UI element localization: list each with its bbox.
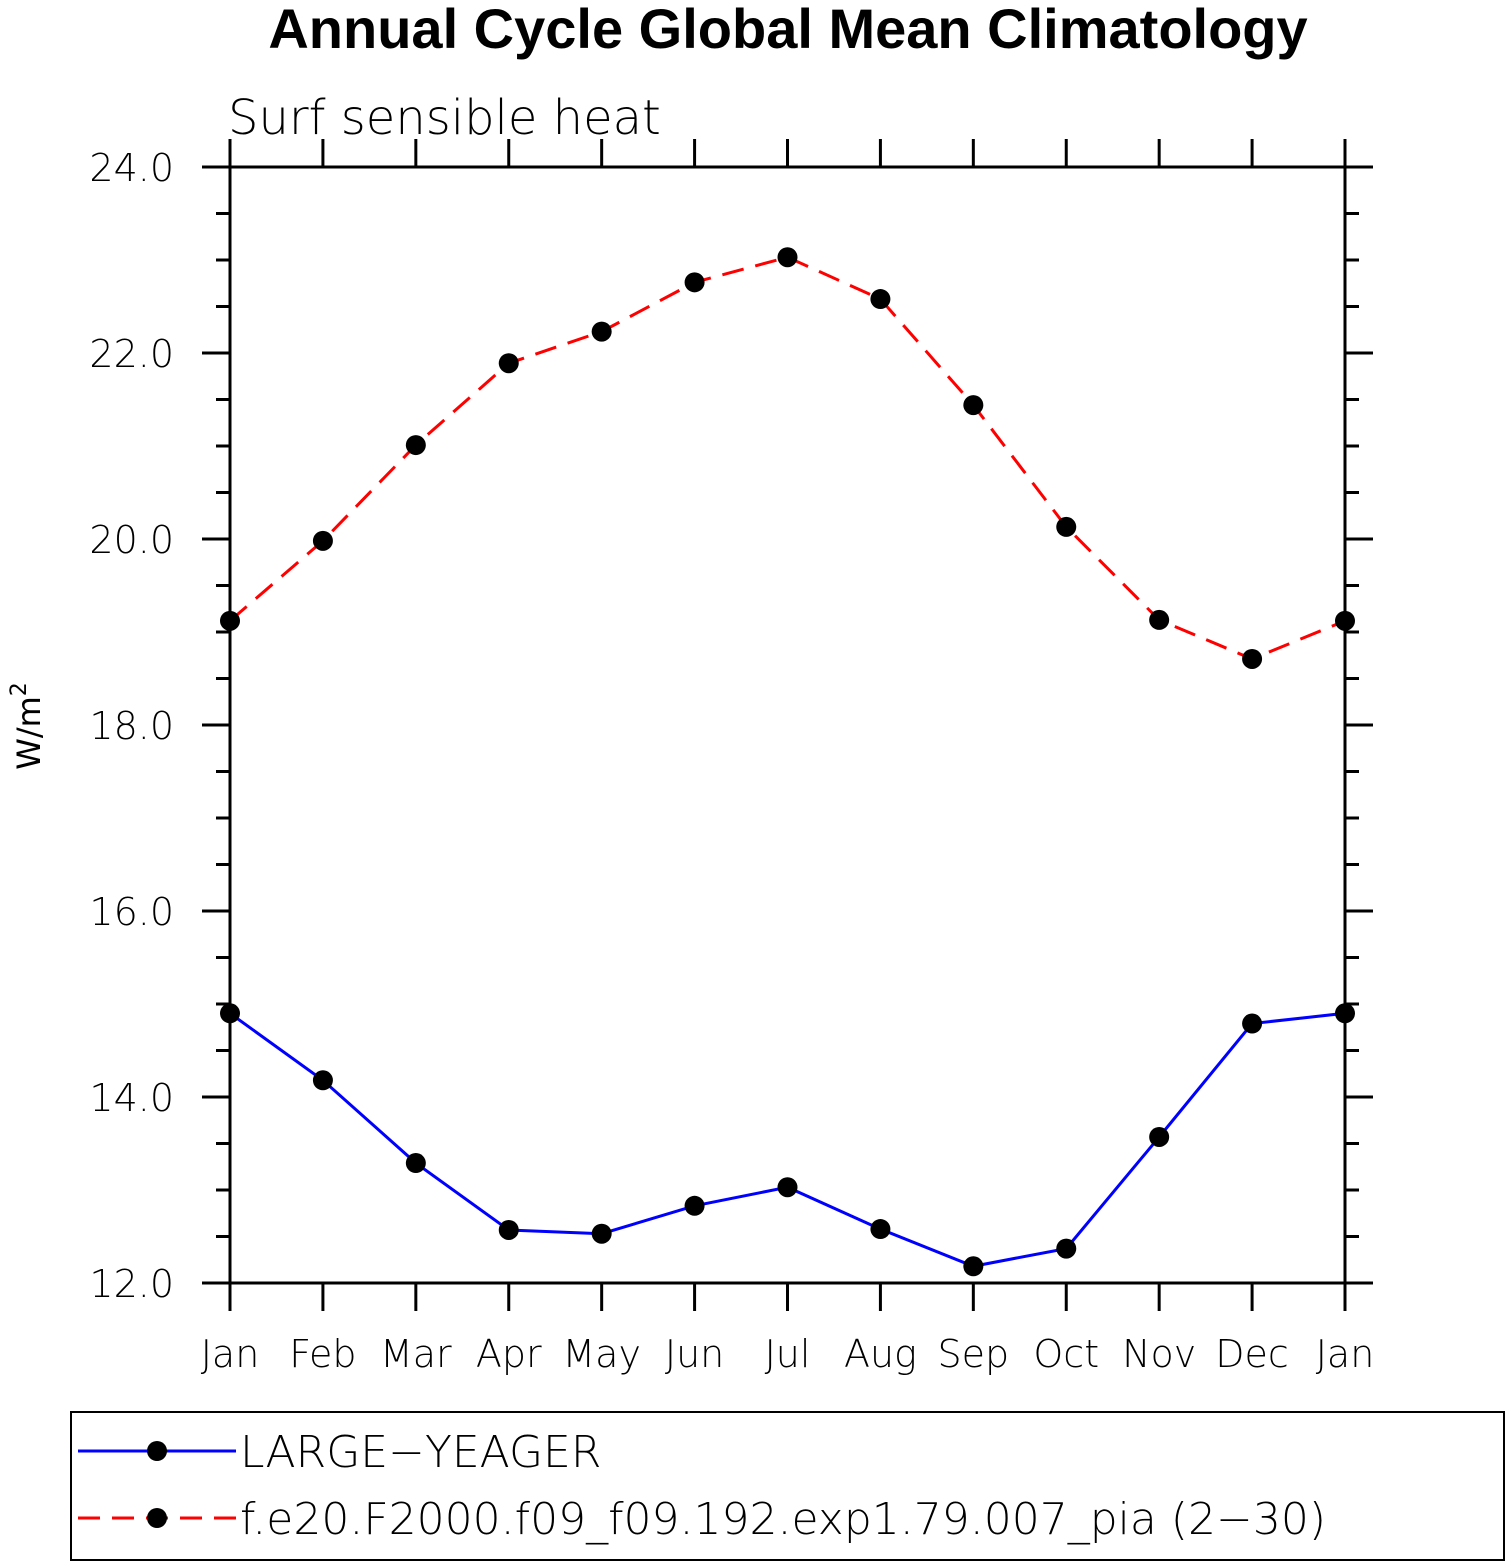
series-0-point (312, 1070, 333, 1091)
series-1-point (591, 321, 612, 342)
series-1-point (1056, 516, 1077, 537)
x-axis-ticks: Jan Feb Mar Apr May Jun Jul Aug Sep Oct Nov Dec Jan (201, 139, 1375, 1376)
x-tick-label: Jun (665, 1332, 724, 1376)
series-0-point (498, 1219, 519, 1240)
series-line-0 (229, 1011, 1346, 1268)
series-0-point (963, 1256, 984, 1277)
series-1-point (498, 353, 519, 374)
series-1-point (870, 289, 891, 310)
y-axis-label-sup: 2 (7, 682, 32, 696)
x-tick-label: Sep (938, 1332, 1010, 1376)
series-0-point (1242, 1013, 1263, 1034)
y-axis-label-base: W/m (10, 696, 48, 770)
x-tick-label: Aug (844, 1332, 917, 1376)
series-1-point (684, 272, 705, 293)
series-1-point (1242, 648, 1263, 669)
series-0-point (591, 1223, 612, 1244)
series-line-1 (229, 255, 1346, 661)
y-tick-label: 12.0 (89, 1262, 174, 1306)
legend-box (70, 1411, 1505, 1561)
y-tick-label: 24.0 (89, 146, 174, 190)
series-0-point (220, 1003, 240, 1024)
x-tick-label: Mar (380, 1332, 452, 1376)
series-0-point (405, 1153, 426, 1174)
series-1-point (777, 247, 798, 268)
legend-marker-0 (147, 1441, 167, 1461)
x-tick-label: Apr (476, 1332, 542, 1376)
y-tick-label: 16.0 (89, 890, 174, 934)
x-tick-label: Jul (765, 1332, 811, 1376)
legend-label-0: LARGE−YEAGER (240, 1427, 601, 1478)
x-tick-label: Dec (1215, 1332, 1289, 1376)
series-0-point (684, 1195, 705, 1216)
x-tick-label: May (562, 1332, 641, 1376)
series-0-point (1335, 1003, 1355, 1024)
series-1-point (312, 530, 333, 551)
series-1-point (405, 435, 426, 456)
series-1-point (1335, 610, 1355, 631)
legend-label-1: f.e20.F2000.f09_f09.192.exp1.79.007_pia … (240, 1494, 1326, 1545)
x-tick-label: Nov (1122, 1332, 1196, 1376)
y-tick-label: 20.0 (89, 518, 174, 562)
series-1-point (220, 610, 240, 631)
series-1-point (963, 395, 984, 416)
series-0-point (1149, 1126, 1170, 1147)
y-axis-label: W/m2 (7, 682, 48, 770)
x-tick-label: Feb (289, 1332, 356, 1376)
y-tick-label: 22.0 (89, 332, 174, 376)
series-0-point (1056, 1238, 1077, 1259)
series-1-point (1149, 609, 1170, 630)
x-tick-label: Jan (201, 1332, 260, 1376)
y-tick-label: 14.0 (89, 1076, 174, 1120)
x-tick-label: Oct (1033, 1332, 1099, 1376)
x-tick-label: Jan (1316, 1332, 1375, 1376)
chart-title: Annual Cycle Global Mean Climatology (268, 0, 1307, 60)
legend-marker-1 (147, 1508, 167, 1528)
series-0-point (870, 1219, 891, 1240)
y-axis-ticks: 12.0 14.0 16.0 18.0 20.0 22.0 24.0 (89, 146, 1373, 1306)
series-0-point (777, 1177, 798, 1198)
svg-text:W/m2: W/m2 (7, 682, 48, 770)
series-layer (220, 247, 1355, 1277)
chart-subtitle: Surf sensible heat (228, 90, 661, 146)
y-tick-label: 18.0 (89, 704, 174, 748)
legend: LARGE−YEAGER f.e20.F2000.f09_f09.192.exp1… (78, 1427, 1326, 1545)
